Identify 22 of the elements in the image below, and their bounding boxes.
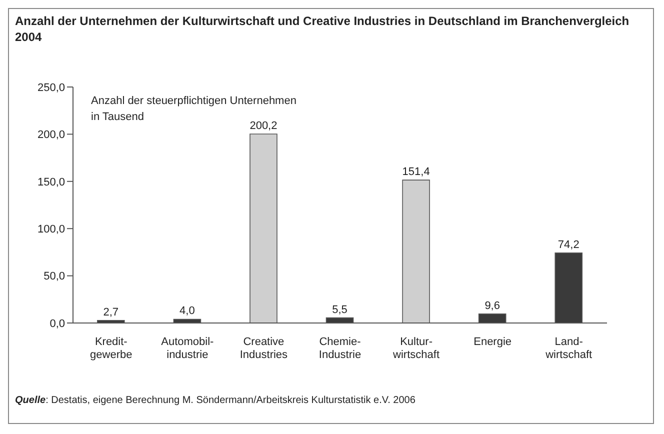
- y-tick-label: 200,0: [37, 129, 65, 142]
- source-note: Quelle: Destatis, eigene Berechnung M. Söndermann/Arbeitskreis Kulturstatistik e.V. 2006: [15, 395, 416, 406]
- y-tick-label: 0,0: [50, 318, 65, 330]
- y-tick-label: 250,0: [37, 82, 65, 94]
- data-label: 4,0: [180, 305, 195, 318]
- x-tick-label: Kredit- gewerbe: [90, 336, 132, 361]
- y-tick-label: 150,0: [37, 176, 65, 188]
- x-tick-label: Land- wirtschaft: [544, 336, 592, 361]
- data-label: 5,5: [332, 304, 348, 316]
- data-label: 9,6: [484, 300, 500, 312]
- data-label: 200,2: [250, 120, 278, 132]
- data-label: 151,4: [402, 166, 430, 178]
- chart-title: Anzahl der Unternehmen der Kulturwirtschaft und Creative Industries in Deutschland im Branchenvergleich 2004: [15, 13, 630, 45]
- x-tick-label: Chemie- Industrie: [318, 336, 362, 361]
- x-tick-label: Energie: [474, 336, 512, 348]
- data-label: 2,7: [103, 306, 119, 318]
- y-tick-label: 100,0: [37, 224, 65, 236]
- data-label: 74,2: [558, 238, 580, 251]
- x-tick-label: Creative Industries: [240, 336, 288, 361]
- x-tick-label: Automobil- industrie: [161, 336, 214, 361]
- x-tick-label: Kultur- wirtschaft: [392, 336, 440, 361]
- y-tick-label: 50,0: [44, 270, 65, 283]
